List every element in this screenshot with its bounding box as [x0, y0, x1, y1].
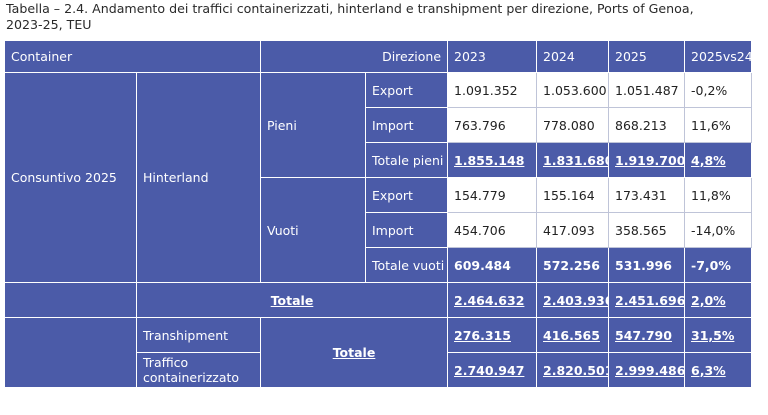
- table-row: Traffico containerizzato 2.740.947 2.820…: [5, 352, 753, 388]
- header-container: Container: [4, 40, 261, 73]
- table-row: Import 763.796 778.080 868.213 11,6%: [5, 107, 753, 143]
- table-row: Totale pieni 1.855.148 1.831.680 1.919.7…: [5, 142, 753, 178]
- empty-cell: [4, 282, 137, 318]
- cell-total: 2.820.501: [536, 352, 610, 388]
- table-row: Totale 2.464.632 2.403.936 2.451.696 2,0…: [4, 282, 753, 318]
- hinterland-label: Hinterland: [136, 72, 261, 283]
- header-2023: 2023: [447, 40, 538, 73]
- table-caption: Tabella – 2.4. Andamento dei traffici co…: [6, 1, 694, 32]
- cell-total: 1.919.700: [608, 142, 686, 178]
- cell-value: 11,6%: [684, 107, 753, 143]
- cell-total: 4,8%: [684, 142, 753, 178]
- cell-total: -7,0%: [684, 247, 753, 283]
- totale-pieni-label: Totale pieni: [364, 142, 449, 178]
- cell-value: -14,0%: [684, 212, 753, 248]
- totale-vuoti-label: Totale vuoti: [364, 247, 449, 283]
- cell-value: 778.080: [536, 107, 610, 143]
- cell-total: 416.565: [536, 317, 610, 353]
- cell-value: 417.093: [536, 212, 610, 248]
- traffico-label: Traffico containerizzato: [136, 352, 261, 388]
- header-2025: 2025: [608, 40, 686, 73]
- cell-value: 1.051.487: [608, 72, 686, 108]
- totale-overall-label: Totale: [259, 317, 449, 388]
- header-row: Container Direzione 2023 2024 2025 2025v…: [4, 40, 753, 73]
- table-row: Transhipment Totale 276.315 416.565 547.…: [4, 317, 753, 388]
- cell-value: 155.164: [536, 177, 610, 213]
- cell-total: 2,0%: [684, 282, 753, 318]
- cell-total: 547.790: [608, 317, 686, 353]
- header-variation: 2025vs24: [684, 40, 753, 73]
- cell-value: 454.706: [447, 212, 538, 248]
- direction-export: Export: [364, 72, 449, 108]
- cell-value: -0,2%: [684, 72, 753, 108]
- cell-total: 1.831.680: [536, 142, 610, 178]
- container-traffic-table: Container Direzione 2023 2024 2025 2025v…: [4, 40, 753, 388]
- cell-value: 173.431: [608, 177, 686, 213]
- cell-total: 531.996: [608, 247, 686, 283]
- table-row: Totale vuoti 609.484 572.256 531.996 -7,…: [5, 247, 753, 283]
- table-row: Vuoti Export 154.779 155.164 173.431 11,…: [5, 177, 753, 283]
- table-row: Import 454.706 417.093 358.565 -14,0%: [5, 212, 753, 248]
- cell-total: 2.999.486: [608, 352, 686, 388]
- direction-export: Export: [364, 177, 449, 213]
- pieni-label: Pieni: [260, 72, 366, 178]
- totale-hinterland-label: Totale: [135, 282, 449, 318]
- cell-total: 6,3%: [684, 352, 753, 388]
- cell-total: 609.484: [447, 247, 538, 283]
- cell-value: 154.779: [447, 177, 538, 213]
- cell-total: 31,5%: [684, 317, 753, 353]
- header-2024: 2024: [536, 40, 610, 73]
- cell-total: 572.256: [536, 247, 610, 283]
- cell-total: 276.315: [447, 317, 538, 353]
- table-row: Consuntivo 2025 Hinterland Pieni Export …: [4, 72, 753, 283]
- cell-total: 2.403.936: [536, 282, 610, 318]
- consuntivo-label: Consuntivo 2025: [4, 72, 137, 283]
- direction-import: Import: [364, 107, 449, 143]
- cell-value: 1.091.352: [447, 72, 538, 108]
- cell-value: 358.565: [608, 212, 686, 248]
- cell-total: 2.451.696: [608, 282, 686, 318]
- empty-cell: [4, 317, 137, 388]
- cell-value: 11,8%: [684, 177, 753, 213]
- cell-value: 1.053.600: [536, 72, 610, 108]
- cell-total: 1.855.148: [447, 142, 538, 178]
- vuoti-label: Vuoti: [260, 177, 366, 283]
- direction-import: Import: [364, 212, 449, 248]
- cell-total: 2.464.632: [447, 282, 538, 318]
- cell-value: 868.213: [608, 107, 686, 143]
- cell-total: 2.740.947: [447, 352, 538, 388]
- header-direzione: Direzione: [259, 40, 449, 73]
- cell-value: 763.796: [447, 107, 538, 143]
- transhipment-label: Transhipment: [136, 317, 261, 353]
